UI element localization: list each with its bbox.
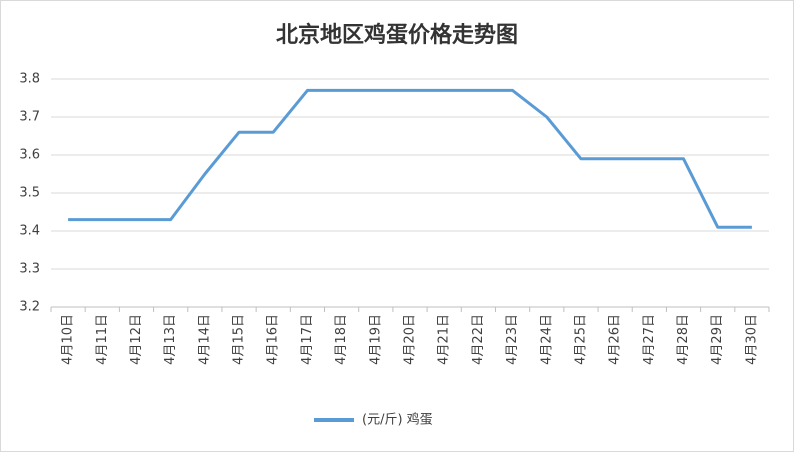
x-tick-label: 4月26日 (608, 314, 623, 365)
x-tick-label: 4月30日 (744, 314, 759, 365)
x-tick-label: 4月12日 (129, 314, 144, 365)
x-tick-label: 4月24日 (539, 314, 554, 365)
x-tick-label: 4月19日 (368, 314, 383, 365)
y-tick-label: 3.2 (19, 300, 40, 315)
legend-label: (元/斤) 鸡蛋 (362, 412, 433, 428)
y-tick-label: 3.5 (19, 186, 40, 201)
x-tick-label: 4月22日 (471, 314, 486, 365)
data-line (68, 88, 752, 229)
x-tick-label: 4月14日 (197, 314, 212, 365)
x-tick-label: 4月23日 (505, 314, 520, 365)
x-tick-label: 4月27日 (642, 314, 657, 365)
x-tick-label: 4月16日 (266, 314, 281, 365)
y-tick-label: 3.8 (19, 72, 40, 87)
chart-title: 北京地区鸡蛋价格走势图 (276, 22, 518, 48)
y-tick-label: 3.3 (19, 262, 40, 277)
x-tick-label: 4月10日 (61, 314, 76, 365)
y-tick-label: 3.7 (19, 110, 40, 125)
x-tick-label: 4月17日 (300, 314, 315, 365)
x-tick-label: 4月13日 (163, 314, 178, 365)
x-tick-label: 4月25日 (573, 314, 588, 365)
x-tick-label: 4月28日 (676, 314, 691, 365)
x-tick-label: 4月11日 (95, 314, 110, 365)
y-tick-label: 3.6 (19, 148, 40, 163)
x-tick-label: 4月29日 (710, 314, 725, 365)
x-tick-label: 4月21日 (437, 314, 452, 365)
y-tick-label: 3.4 (19, 224, 40, 239)
x-tick-label: 4月20日 (403, 314, 418, 365)
x-tick-label: 4月18日 (334, 314, 349, 365)
x-tick-label: 4月15日 (232, 314, 247, 365)
